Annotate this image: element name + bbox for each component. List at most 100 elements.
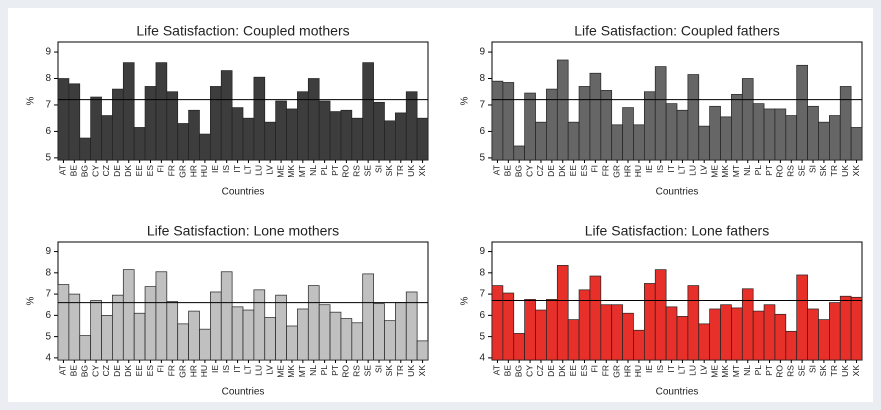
x-tick-label: MK	[720, 165, 730, 178]
y-tick-label: 7	[479, 100, 485, 111]
x-tick-label: EE	[134, 165, 144, 177]
x-tick-label: CZ	[101, 165, 111, 176]
y-tick-label: 8	[45, 73, 51, 84]
x-tick-label: AT	[58, 165, 68, 175]
bar	[416, 340, 429, 361]
x-tick-label: LT	[677, 365, 687, 374]
y-axis-label: %	[26, 96, 37, 105]
x-tick-label: RO	[341, 165, 351, 178]
bar	[286, 325, 298, 361]
x-tick-label: DE	[546, 165, 556, 177]
bar	[286, 108, 298, 161]
bar	[199, 133, 211, 161]
bar	[275, 294, 287, 361]
panel-title: Life Satisfaction: Lone fathers	[585, 223, 769, 239]
bar	[144, 286, 157, 361]
panel-title: Life Satisfaction: Coupled mothers	[136, 23, 349, 39]
x-tick-label: AT	[58, 365, 68, 375]
x-tick-label: GR	[611, 165, 621, 178]
x-tick-label: NL	[308, 165, 318, 176]
y-tick-label: 4	[45, 353, 51, 364]
bar	[242, 309, 255, 361]
x-tick-label: IT	[232, 165, 242, 173]
x-axis-label: Countries	[656, 187, 699, 198]
x-tick-label: SK	[384, 165, 394, 177]
x-tick-label: BE	[503, 365, 513, 377]
bar	[752, 310, 765, 361]
x-tick-label: DK	[123, 365, 133, 377]
bar	[307, 285, 320, 361]
x-tick-label: LU	[688, 165, 698, 176]
bar	[676, 316, 689, 361]
bar	[405, 91, 418, 161]
bar	[101, 315, 113, 361]
bar	[155, 62, 168, 161]
x-tick-label: IS	[655, 365, 665, 373]
x-tick-label: GR	[177, 365, 187, 378]
bar	[622, 312, 634, 361]
bar	[524, 92, 536, 161]
x-tick-label: IT	[232, 365, 242, 373]
bar	[611, 304, 623, 361]
x-tick-label: DE	[546, 365, 556, 377]
x-axis-label: Countries	[222, 387, 265, 398]
bar	[79, 335, 91, 361]
bar	[524, 299, 536, 361]
bar	[709, 308, 721, 361]
bar	[654, 269, 667, 361]
x-tick-label: AT	[492, 165, 502, 175]
bar	[340, 318, 353, 361]
bar	[644, 91, 656, 161]
bar	[220, 70, 233, 161]
y-tick-label: 9	[479, 47, 485, 58]
bar	[698, 125, 710, 161]
x-tick-label: SE	[796, 165, 806, 177]
bar	[166, 91, 179, 161]
bar	[785, 115, 798, 161]
x-tick-label: PT	[330, 365, 340, 376]
bar	[491, 80, 504, 161]
y-tick-label: 7	[479, 289, 485, 300]
bar	[600, 90, 613, 161]
bar	[384, 120, 396, 161]
bar	[654, 66, 667, 161]
bar	[687, 285, 700, 361]
x-tick-label: XK	[417, 365, 427, 377]
bar	[362, 273, 374, 361]
y-axis-label: %	[26, 296, 37, 305]
x-tick-label: LV	[698, 165, 708, 175]
x-tick-label: TR	[395, 165, 405, 176]
x-tick-label: ME	[275, 365, 285, 378]
bar	[807, 308, 819, 361]
bar	[818, 121, 830, 161]
x-tick-label: PL	[319, 165, 329, 176]
bar	[676, 109, 689, 161]
x-tick-label: FI	[590, 365, 600, 373]
x-tick-label: SI	[373, 365, 383, 373]
bar	[633, 329, 645, 361]
bar	[166, 301, 179, 361]
bar	[57, 78, 70, 161]
x-tick-label: TR	[829, 365, 839, 376]
bar	[220, 271, 233, 361]
bar	[687, 74, 700, 161]
bar	[589, 275, 602, 361]
bar	[177, 323, 189, 361]
x-tick-label: ES	[579, 365, 589, 377]
bar	[665, 103, 678, 161]
bar	[253, 289, 266, 361]
y-axis-label: %	[460, 96, 471, 105]
x-tick-label: UK	[406, 165, 416, 177]
bar	[774, 108, 787, 161]
bar	[720, 116, 732, 161]
bar	[850, 296, 863, 361]
bar	[589, 72, 602, 161]
bar	[231, 107, 244, 161]
x-tick-label: HR	[622, 165, 632, 177]
x-tick-label: BG	[513, 365, 523, 377]
bar	[633, 124, 645, 161]
bar	[567, 121, 580, 161]
x-tick-label: NL	[308, 365, 318, 376]
bar	[731, 94, 743, 161]
